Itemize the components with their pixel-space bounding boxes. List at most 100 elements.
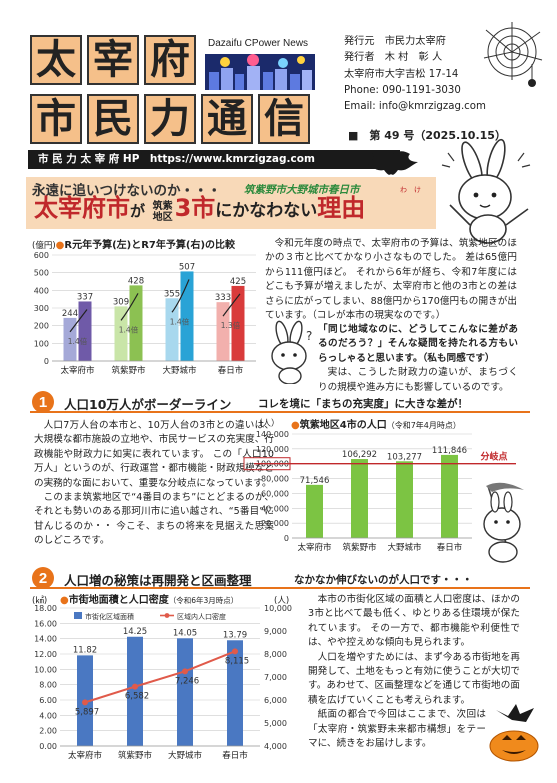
section1-rule [30,411,530,413]
category-label: 筑紫野市 [111,365,146,376]
data-label: 428 [128,276,144,286]
title-char: 通 [201,94,253,144]
homepage-bar: 市 民 力 太 宰 府 HP https://www.kmrzigzag.com [28,150,400,169]
y-tick-label-right: 6,000 [264,696,287,705]
y-tick-label: 200 [34,322,49,331]
y-tick-label-right: 10,000 [264,604,292,613]
headline-3cities: 3市 [174,194,216,222]
headline-main: 太宰府市が 筑紫 地区3市にかなわない理由 [34,196,365,223]
section2-title: 人口増の秘策は再開発と区画整理 [64,573,252,588]
y-tick-label: 140,000 [256,430,289,439]
area-chart-subtitle: （令和6年3月時点） [168,596,239,605]
y-tick-label-right: 8,000 [264,650,287,659]
y-tick-label: 500 [34,269,49,278]
section2-paragraph: 本市の市街化区域の面積と人口密度は、ほかの3市と比べて最も低く、ゆとりある住環境… [308,594,520,649]
density-line [84,650,236,704]
y-tick-label: 80,000 [261,475,289,484]
publisher-line: Email: info@kmrzigzag.com [344,101,486,113]
section1-paragraph: このまま筑紫地区で“4番目のまち”にとどまるのか、それとも勢いのある那珂川市に追… [34,491,274,547]
bullet-dot-icon: ● [291,420,300,431]
homepage-url[interactable]: 市 民 力 太 宰 府 HP https://www.kmrzigzag.com [38,153,315,165]
publisher-line: Phone: 090-1191-3030 [344,84,461,96]
section2-paragraph: 紙面の都合で今回はここまで、次回は「太宰府・筑紫野未来都市構想」をテーマに、続き… [308,709,486,749]
title-char: 市 [30,94,82,144]
reference-label: 分岐点 [480,451,507,463]
headline-dazaifu: 太宰府市 [34,194,130,222]
data-label: 425 [230,277,246,287]
bar-r1 [63,317,77,361]
rabbit-mascot-icon [441,138,531,244]
y-tick-label-left: 14.00 [34,635,57,644]
headline-ruby: わ け [400,186,421,194]
intro-text: 令和元年度の時点で、太宰府市の予算は、筑紫地区のほかの３市と比べてかなり小さなも… [265,237,517,323]
section1-title: 人口10万人がボーダーライン [64,397,232,412]
section2-subtitle: なかなか伸びないのが人口です・・・ [294,574,473,586]
population-chart-ylabel: （人） [254,419,280,429]
area-bar [127,636,143,746]
area-bar [227,640,243,746]
title-char: 信 [258,94,310,144]
data-label: 309 [113,297,129,307]
density-point [82,699,88,706]
bat-icon [364,151,418,175]
title-char: 府 [144,35,196,85]
population-chart-title: ●筑紫地区4市の人口（令和7年4月時点） [291,416,461,431]
density-point [232,648,238,655]
growth-arrow [222,293,241,317]
area-bar [177,638,193,746]
growth-arrow [171,279,190,313]
bar-r1 [216,302,230,361]
y-tick-label-left: 0.00 [39,742,57,751]
reaper-rabbit-icon [483,482,524,563]
y-tick-label-left: 12.00 [34,650,57,659]
density-label: 6,582 [125,692,149,702]
title-char: 民 [87,94,139,144]
category-label: 筑紫野市 [342,542,377,553]
legend-label: 区域内人口密度 [177,612,226,621]
data-label: 507 [179,262,195,272]
y-tick-label: 0 [284,534,289,543]
y-tick-label-right: 7,000 [264,673,287,682]
y-tick-label: 120,000 [256,445,289,454]
y-tick-label-right: 4,000 [264,742,287,751]
section1-text: 人口7万人台の本市と、10万人台の3市との違いは、大規模な都市施設の立地や、市民… [34,419,274,549]
issue-number: ■ 第 49 号（2025.10.15） [348,129,506,142]
y-tick-label: 100 [34,339,49,348]
category-label: 春日市 [218,365,244,376]
jack-o-lantern-icon [489,704,539,762]
bar-r7 [231,285,245,361]
ratio-label: 1.3倍 [221,320,241,330]
budget-chart-title-text: R元年予算(左)とR7年予算(右)の比較 [64,240,236,251]
y-tick-label-left: 16.00 [34,619,57,628]
area-chart-ylabel-left: (㎢) [32,596,48,606]
population-bar [306,484,323,538]
data-label: 337 [77,292,93,302]
category-label: 大野城市 [168,750,203,761]
y-tick-label-left: 8.00 [39,681,57,690]
data-label: 13.79 [223,630,247,640]
growth-arrow [69,309,88,333]
title-char: 力 [144,94,196,144]
category-label: 春日市 [222,750,248,761]
y-tick-label: 0 [44,357,49,366]
y-tick-label: 300 [34,304,49,313]
population-bar [441,454,458,538]
density-label: 8,115 [225,656,249,666]
intro-question: 「同じ地域なのに、どうしてこんなに差があるのだろう？」そんな疑問を持たれる方もい… [318,323,518,395]
bar-r1 [114,306,128,361]
area-chart-ylabel-right: (人) [274,596,290,606]
data-label: 106,292 [342,450,377,460]
bullet-dot-icon: ● [55,240,65,251]
y-tick-label: 600 [34,251,49,260]
headline-particle: が [130,202,146,220]
publisher-line: 発行元 市民力太宰府 [344,36,446,47]
area-chart-title-text: 市街地面積と人口密度 [68,595,169,606]
section2-rule [30,587,530,589]
y-tick-label-left: 4.00 [39,711,57,720]
category-label: 大野城市 [162,365,197,376]
category-label: 春日市 [437,542,463,553]
y-tick-label-left: 2.00 [39,727,57,736]
data-label: 111,846 [432,446,467,456]
population-chart: 020,00040,00060,00080,000100,000120,0001… [243,430,524,563]
category-label: 太宰府市 [297,542,332,553]
